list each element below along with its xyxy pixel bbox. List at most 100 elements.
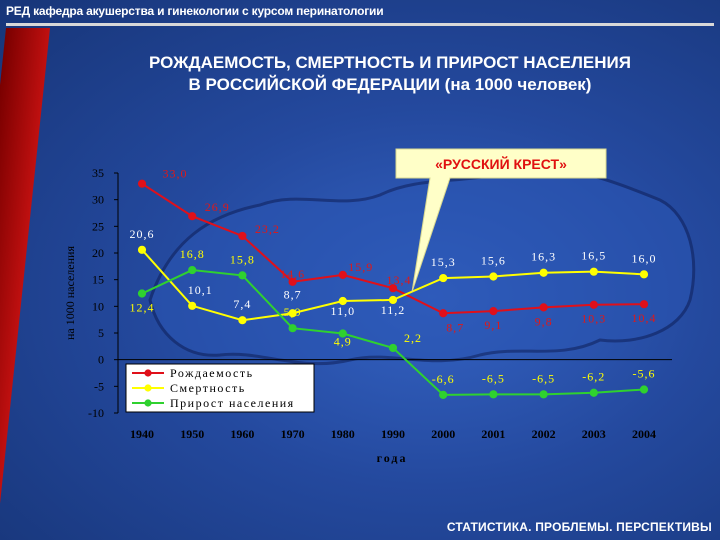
- data-label-births: 10,3: [581, 312, 606, 326]
- legend-marker-growth: [144, 399, 152, 407]
- data-point-deaths: [238, 316, 247, 325]
- data-point-deaths: [137, 245, 147, 254]
- data-label-births: 14,6: [280, 267, 305, 281]
- data-label-deaths: 11,0: [331, 304, 356, 318]
- x-tick-label: 1940: [130, 427, 154, 441]
- data-point-births: [288, 277, 297, 286]
- data-point-growth: [539, 390, 548, 399]
- data-label-deaths: 8,7: [284, 287, 302, 301]
- y-axis-label: на 1000 населения: [63, 246, 77, 340]
- data-label-deaths: 16,0: [632, 251, 657, 265]
- data-point-growth: [188, 265, 197, 275]
- data-label-growth: 4,9: [334, 335, 352, 349]
- chart-series: [137, 179, 649, 399]
- x-tick-label: 2004: [632, 427, 656, 441]
- data-point-births: [338, 270, 347, 279]
- y-tick-label: 5: [98, 326, 104, 340]
- data-label-deaths: 11,2: [381, 303, 406, 317]
- data-label-growth: 2,2: [404, 331, 422, 345]
- y-tick-label: 15: [92, 273, 104, 287]
- callout-text: «РУССКИЙ КРЕСТ»: [435, 155, 567, 172]
- x-tick-label: 1960: [230, 427, 254, 441]
- chart-title: РОЖДАЕМОСТЬ, СМЕРТНОСТЬ И ПРИРОСТ НАСЕЛЕ…: [60, 52, 720, 96]
- x-tick-label: 1980: [331, 427, 355, 441]
- data-point-growth: [238, 271, 247, 280]
- data-point-births: [539, 303, 548, 312]
- data-point-deaths: [489, 272, 498, 281]
- data-label-growth: 5,9: [284, 305, 302, 319]
- data-point-births: [639, 300, 649, 309]
- footer-text: СТАТИСТИКА. ПРОБЛЕМЫ. ПЕРСПЕКТИВЫ: [446, 520, 712, 534]
- x-tick-label: 1990: [381, 427, 405, 441]
- data-label-growth: -6,2: [582, 370, 605, 384]
- data-point-births: [439, 309, 448, 318]
- legend-entry-deaths: Смертность: [170, 381, 246, 395]
- x-tick-label: 2000: [431, 427, 455, 441]
- data-label-growth: -6,5: [532, 371, 555, 385]
- data-label-deaths: 10,1: [188, 283, 213, 297]
- data-point-deaths: [288, 309, 297, 318]
- data-label-births: 10,4: [632, 311, 657, 325]
- legend-marker-births: [144, 369, 152, 377]
- data-label-births: 9,8: [535, 314, 553, 328]
- y-tick-label: 35: [92, 166, 104, 180]
- data-label-growth: -5,6: [633, 367, 656, 381]
- data-point-growth: [388, 343, 398, 353]
- data-point-deaths: [338, 296, 347, 306]
- data-point-births: [388, 284, 398, 293]
- data-label-births: 23,2: [255, 222, 280, 236]
- x-tick-label: 2003: [582, 427, 606, 441]
- data-point-deaths: [589, 267, 598, 276]
- data-point-growth: [589, 388, 598, 397]
- data-point-growth: [439, 390, 448, 399]
- data-point-growth: [338, 329, 347, 338]
- data-point-growth: [639, 385, 649, 394]
- data-point-growth: [489, 390, 498, 399]
- data-point-births: [589, 300, 598, 309]
- data-label-births: 15,9: [348, 260, 373, 274]
- y-tick-label: -5: [94, 379, 104, 393]
- y-tick-label: 20: [92, 246, 104, 260]
- data-label-growth: 12,4: [130, 301, 155, 315]
- data-label-deaths: 15,3: [431, 255, 456, 269]
- data-label-growth: -6,5: [482, 371, 505, 385]
- x-tick-label: 1950: [180, 427, 204, 441]
- x-tick-label: 2002: [532, 427, 556, 441]
- data-label-growth: 15,8: [230, 252, 255, 266]
- data-point-deaths: [188, 301, 197, 310]
- data-label-births: 26,9: [205, 200, 230, 214]
- data-label-deaths: 7,4: [233, 297, 251, 311]
- data-label-deaths: 16,3: [531, 250, 556, 264]
- data-point-births: [238, 231, 247, 241]
- data-label-deaths: 15,6: [481, 253, 506, 267]
- y-tick-label: 10: [92, 299, 104, 313]
- header-title: РЕД кафедра акушерства и гинекологии с к…: [6, 4, 384, 18]
- callout-bubble: [395, 148, 607, 293]
- header-divider: [6, 23, 714, 26]
- chart-title-line-1: РОЖДАЕМОСТЬ, СМЕРТНОСТЬ И ПРИРОСТ НАСЕЛЕ…: [149, 53, 631, 72]
- data-point-births: [188, 212, 197, 221]
- data-point-deaths: [639, 270, 649, 279]
- data-point-births: [489, 307, 498, 316]
- y-tick-label: 0: [98, 353, 104, 367]
- data-point-deaths: [439, 273, 448, 283]
- data-point-growth: [288, 324, 297, 333]
- x-tick-label: 2001: [481, 427, 505, 441]
- y-tick-label: 25: [92, 219, 104, 233]
- chart-data-labels: 33,0 26,9 23,2 14,6 15,9 13,4 8,7 9,1 9,8 10,3 10,…: [130, 167, 657, 386]
- y-tick-label: -10: [88, 406, 104, 420]
- data-point-deaths: [539, 268, 548, 277]
- legend-entry-growth: Прирост населения: [170, 396, 295, 410]
- data-point-growth: [137, 289, 147, 298]
- data-point-deaths: [388, 295, 398, 305]
- data-label-births: 33,0: [163, 167, 188, 181]
- chart-title-line-2: В РОССИЙСКОЙ ФЕДЕРАЦИИ (на 1000 человек): [188, 75, 592, 94]
- data-label-deaths: 16,5: [581, 249, 606, 263]
- x-axis-label: года: [377, 451, 408, 465]
- data-label-deaths: 20,6: [130, 227, 155, 241]
- y-tick-label: 30: [92, 193, 104, 207]
- chart-axes: 35 30 25 20 15 10 5 0 -5 -10 1940 1950 1960 1970 1980 1…: [63, 166, 672, 465]
- data-point-births: [137, 179, 147, 188]
